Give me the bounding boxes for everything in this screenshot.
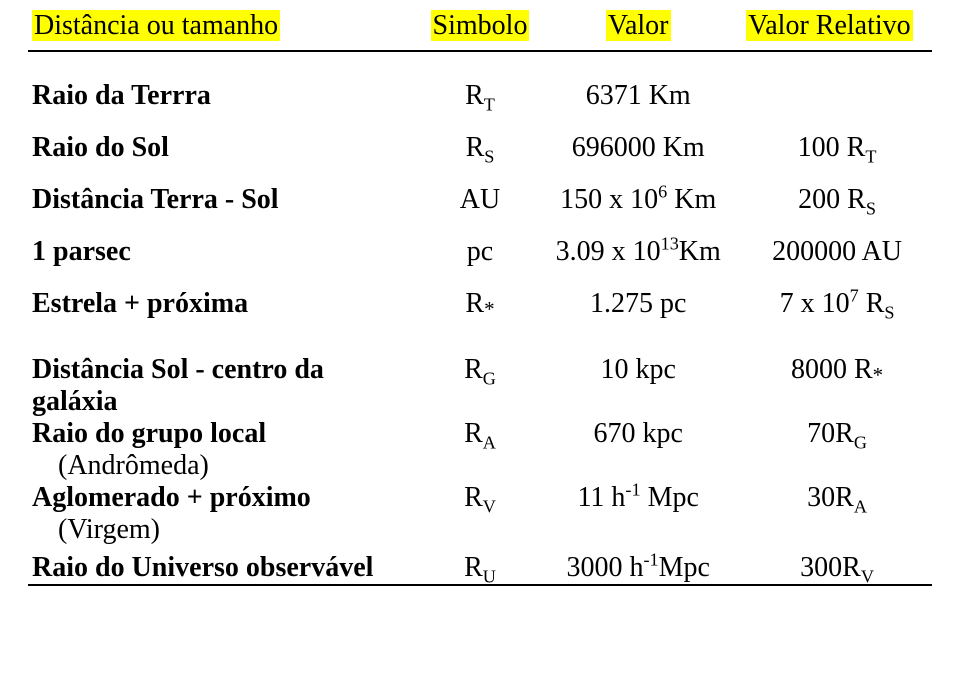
header-distance: Distância ou tamanho (28, 8, 426, 51)
row-label: Raio do grupo local (28, 418, 426, 450)
row-symbol: R* (426, 278, 534, 330)
row-label: (Virgem) (28, 514, 426, 546)
row-label: Aglomerado + próximo (28, 482, 426, 514)
document-page: Distância ou tamanho Simbolo Valor Valor… (0, 0, 960, 586)
row-relative: 300RV (742, 546, 932, 585)
row-label: Estrela + próxima (28, 278, 426, 330)
row-symbol: AU (426, 174, 534, 226)
table-row: (Andrômeda) (28, 450, 932, 482)
header-relative: Valor Relativo (742, 8, 932, 51)
row-label: 1 parsec (28, 226, 426, 278)
row-label: Raio do Sol (28, 122, 426, 174)
header-value: Valor (534, 8, 742, 51)
row-value: 11 h-1 Mpc (534, 482, 742, 514)
header-symbol: Simbolo (426, 8, 534, 51)
row-symbol: RU (426, 546, 534, 585)
table-row: Raio do Sol RS 696000 Km 100 RT (28, 122, 932, 174)
row-label: Distância Terra - Sol (28, 174, 426, 226)
table-row: Estrela + próxima R* 1.275 pc 7 x 107 RS (28, 278, 932, 330)
distance-table: Distância ou tamanho Simbolo Valor Valor… (28, 8, 932, 586)
row-value: 1.275 pc (534, 278, 742, 330)
row-symbol: RS (426, 122, 534, 174)
row-label: Raio do Universo observável (28, 546, 426, 585)
row-label: (Andrômeda) (28, 450, 426, 482)
row-symbol: pc (426, 226, 534, 278)
row-relative: 30RA (742, 482, 932, 514)
table-row: (Virgem) (28, 514, 932, 546)
row-symbol: RV (426, 482, 534, 514)
row-value: 10 kpc (534, 330, 742, 386)
row-label: Distância Sol - centro da (28, 330, 426, 386)
row-label: galáxia (28, 386, 426, 418)
row-relative: 200 RS (742, 174, 932, 226)
table-header-row: Distância ou tamanho Simbolo Valor Valor… (28, 8, 932, 51)
row-value: 3000 h-1Mpc (534, 546, 742, 585)
table-row: 1 parsec pc 3.09 x 1013Km 200000 AU (28, 226, 932, 278)
row-value: 3.09 x 1013Km (534, 226, 742, 278)
row-symbol: RT (426, 51, 534, 122)
row-relative (742, 51, 932, 122)
row-relative: 7 x 107 RS (742, 278, 932, 330)
row-symbol: RG (426, 330, 534, 386)
table-row: Aglomerado + próximo RV 11 h-1 Mpc 30RA (28, 482, 932, 514)
row-label: Raio da Terrra (28, 51, 426, 122)
table-row: Distância Terra - Sol AU 150 x 106 Km 20… (28, 174, 932, 226)
table-row: Distância Sol - centro da RG 10 kpc 8000… (28, 330, 932, 386)
table-row: galáxia (28, 386, 932, 418)
row-relative: 100 RT (742, 122, 932, 174)
table-row: Raio da Terrra RT 6371 Km (28, 51, 932, 122)
row-relative: 200000 AU (742, 226, 932, 278)
row-relative: 8000 R* (742, 330, 932, 386)
row-value: 696000 Km (534, 122, 742, 174)
row-symbol: RA (426, 418, 534, 450)
table-row: Raio do Universo observável RU 3000 h-1M… (28, 546, 932, 585)
row-relative: 70RG (742, 418, 932, 450)
row-value: 670 kpc (534, 418, 742, 450)
table-row: Raio do grupo local RA 670 kpc 70RG (28, 418, 932, 450)
row-value: 6371 Km (534, 51, 742, 122)
row-value: 150 x 106 Km (534, 174, 742, 226)
